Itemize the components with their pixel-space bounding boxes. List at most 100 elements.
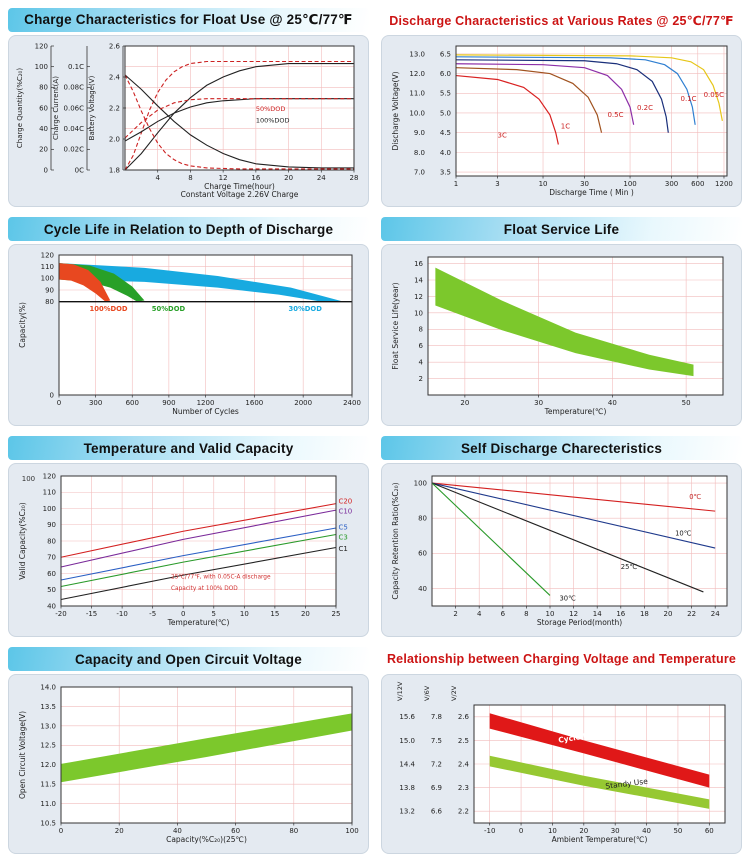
svg-text:Storage Period(month): Storage Period(month) [537,618,622,627]
svg-text:1200: 1200 [715,180,733,188]
svg-text:3C: 3C [498,132,507,140]
svg-text:12: 12 [569,610,578,618]
svg-text:5: 5 [212,610,216,618]
panel-cycle-life: Cycle Life in Relation to Depth of Disch… [8,217,369,426]
svg-text:0℃: 0℃ [689,493,701,501]
float-service-life-chart: 20 30 40 50 Temperature(℃) 2 4 6 8 10 12 14 16 Float … [391,256,724,416]
panel-charging-voltage-temperature: Relationship between Charging Voltage an… [381,647,742,854]
svg-text:2.2: 2.2 [109,104,120,112]
svg-text:5.0: 5.0 [440,109,451,117]
svg-text:20: 20 [664,610,673,618]
svg-text:110: 110 [41,263,54,271]
svg-text:2.2: 2.2 [458,808,469,816]
svg-text:100: 100 [35,63,48,71]
svg-text:14.0: 14.0 [40,683,56,691]
chart-area-float-service-life: 20 30 40 50 Temperature(℃) 2 4 6 8 10 12 14 16 Float … [381,244,742,426]
svg-text:Discharge Voltage(V): Discharge Voltage(V) [391,71,400,150]
svg-text:7.2: 7.2 [431,760,442,768]
svg-text:10.5: 10.5 [40,819,56,827]
svg-text:30: 30 [534,399,543,407]
svg-text:Capacity(%): Capacity(%) [18,302,27,348]
svg-text:100: 100 [345,827,358,835]
svg-text:0.04C: 0.04C [64,125,85,133]
svg-text:25℃/77℉, with 0.05C-A discharg: 25℃/77℉, with 0.05C-A discharge [171,573,271,580]
row-1: Charge Characteristics for Float Use @ 2… [8,8,742,207]
svg-text:30%DOD: 30%DOD [289,305,323,313]
svg-text:100: 100 [41,275,54,283]
svg-text:100: 100 [414,479,427,487]
svg-text:600: 600 [691,180,704,188]
svg-text:13.0: 13.0 [40,722,56,730]
svg-text:20: 20 [115,827,124,835]
svg-text:90: 90 [45,286,54,294]
chart-area-charge-characteristics: 4 8 12 16 20 24 28 Charge Time(hour) Constant Vo… [8,35,369,207]
svg-text:C1: C1 [338,545,347,553]
svg-text:0: 0 [57,399,61,407]
svg-text:0: 0 [59,827,63,835]
charging-voltage-temperature-chart: -10 0 10 20 30 40 50 60 Ambient Temperature(℃) 13… [396,681,726,844]
svg-text:12.0: 12.0 [40,761,56,769]
svg-text:13.5: 13.5 [40,703,56,711]
svg-text:20: 20 [579,827,588,835]
svg-text:100%DOD: 100%DOD [256,116,290,124]
svg-text:Float Service Life(year): Float Service Life(year) [391,282,400,369]
svg-text:V/2V: V/2V [450,685,458,701]
svg-text:4: 4 [419,359,424,367]
svg-text:0C: 0C [75,166,84,174]
svg-text:11.5: 11.5 [40,781,56,789]
svg-text:40: 40 [47,602,56,610]
panel-temperature-valid-capacity: Temperature and Valid Capacity -20 -15 -10… [8,436,369,637]
svg-text:100: 100 [623,180,636,188]
svg-text:28: 28 [350,174,359,182]
panel-charge-characteristics: Charge Characteristics for Float Use @ 2… [8,8,369,207]
svg-text:0.05C: 0.05C [704,91,725,99]
panel-discharge-characteristics: Discharge Characteristics at Various Rat… [381,8,742,207]
svg-text:13.2: 13.2 [399,808,415,816]
svg-text:7.5: 7.5 [431,737,442,745]
svg-text:120: 120 [35,42,48,50]
chart-area-cycle-life: 0 300 600 900 1200 1600 2000 2400 Number of Cycl… [8,244,369,426]
svg-text:0.1C: 0.1C [681,95,697,103]
chart-area-charging-voltage-temperature: -10 0 10 20 30 40 50 60 Ambient Temperature(℃) 13… [381,674,742,854]
svg-text:50: 50 [682,399,691,407]
svg-text:24: 24 [711,610,720,618]
svg-text:9.0: 9.0 [414,129,425,137]
svg-text:30: 30 [580,180,589,188]
svg-text:0: 0 [50,391,54,399]
svg-text:80: 80 [47,537,56,545]
svg-text:0: 0 [181,610,185,618]
svg-text:-10: -10 [116,610,127,618]
svg-text:0.1C: 0.1C [68,63,84,71]
panel-capacity-open-circuit-voltage: Capacity and Open Circuit Voltage 0 20 40 6… [8,647,369,854]
svg-text:10: 10 [414,309,423,317]
svg-text:10.0: 10.0 [409,109,425,117]
svg-text:4.5: 4.5 [440,129,451,137]
svg-text:3: 3 [495,180,499,188]
svg-text:300: 300 [89,399,102,407]
svg-text:80: 80 [39,84,48,92]
svg-text:0.02C: 0.02C [64,146,85,154]
discharge-characteristics-chart: 1 3 10 30 100 300 600 1200 Discharge Time ( Min … [391,45,733,197]
title-capacity-open-circuit-voltage: Capacity and Open Circuit Voltage [8,647,369,671]
svg-text:-5: -5 [149,610,156,618]
title-float-service-life: Float Service Life [381,217,742,241]
chart-area-capacity-open-circuit-voltage: 0 20 40 60 80 100 Capacity(%C₂₀)(25℃) 10.5 11.0 1… [8,674,369,854]
svg-text:0.08C: 0.08C [64,84,85,92]
svg-text:60: 60 [705,827,714,835]
svg-text:60: 60 [231,827,240,835]
svg-text:2.5: 2.5 [458,737,469,745]
svg-text:100: 100 [43,505,56,513]
title-cycle-life: Cycle Life in Relation to Depth of Disch… [8,217,369,241]
svg-text:Temperature(℃): Temperature(℃) [544,407,607,416]
svg-text:15.0: 15.0 [399,737,415,745]
svg-text:50%DOD: 50%DOD [152,305,186,313]
svg-text:600: 600 [126,399,139,407]
svg-text:4.0: 4.0 [440,149,451,157]
svg-text:11.0: 11.0 [409,90,425,98]
svg-text:0.2C: 0.2C [637,104,653,112]
svg-text:120: 120 [41,251,54,259]
svg-text:14.4: 14.4 [399,760,415,768]
svg-text:13.0: 13.0 [409,50,425,58]
